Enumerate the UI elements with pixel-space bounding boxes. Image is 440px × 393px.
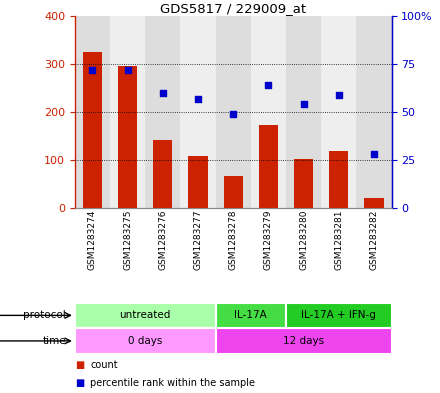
Bar — [180, 16, 216, 208]
Bar — [216, 16, 251, 208]
Bar — [75, 328, 216, 354]
Point — [230, 111, 237, 117]
Bar — [216, 328, 392, 354]
Text: 12 days: 12 days — [283, 336, 324, 346]
Text: 0 days: 0 days — [128, 336, 162, 346]
Bar — [286, 303, 392, 328]
Text: time: time — [42, 336, 66, 346]
Bar — [259, 125, 278, 208]
Bar — [364, 198, 384, 208]
Text: count: count — [90, 360, 118, 371]
Bar — [224, 176, 243, 208]
Bar — [356, 16, 392, 208]
Point — [159, 90, 166, 96]
Bar — [153, 140, 172, 208]
Point — [300, 101, 307, 107]
Text: percentile rank within the sample: percentile rank within the sample — [90, 378, 255, 388]
Bar — [216, 303, 286, 328]
Text: protocol: protocol — [23, 310, 66, 320]
Text: IL-17A + IFN-g: IL-17A + IFN-g — [301, 310, 376, 320]
Text: ■: ■ — [75, 360, 84, 371]
Bar — [251, 16, 286, 208]
Bar — [118, 66, 137, 208]
Text: ■: ■ — [75, 378, 84, 388]
Bar — [286, 16, 321, 208]
Point — [265, 82, 272, 88]
Bar — [110, 16, 145, 208]
Bar — [145, 16, 180, 208]
Bar — [75, 303, 216, 328]
Bar — [294, 159, 313, 208]
Point — [370, 151, 378, 158]
Point — [194, 95, 202, 102]
Point — [124, 66, 131, 73]
Bar — [329, 151, 348, 208]
Text: untreated: untreated — [120, 310, 171, 320]
Bar — [321, 16, 356, 208]
Bar — [75, 16, 110, 208]
Text: IL-17A: IL-17A — [235, 310, 267, 320]
Point — [89, 66, 96, 73]
Title: GDS5817 / 229009_at: GDS5817 / 229009_at — [160, 2, 306, 15]
Bar — [188, 156, 208, 208]
Bar — [83, 52, 102, 208]
Point — [335, 92, 342, 98]
